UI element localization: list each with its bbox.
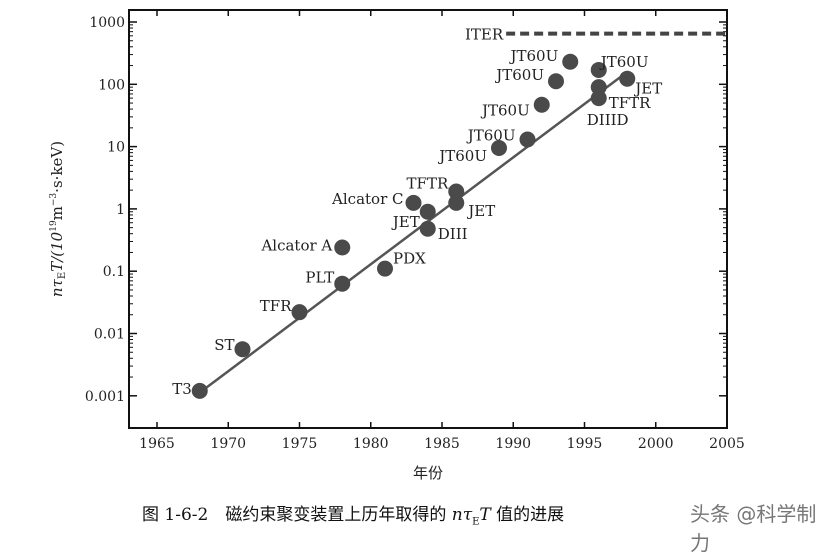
y-tick-label: 10: [107, 140, 125, 156]
point-label: JT60U: [437, 147, 487, 165]
x-tick-label: 1995: [567, 436, 603, 452]
data-point: [533, 96, 550, 113]
point-label: JT60U: [509, 47, 559, 65]
data-point: [419, 203, 436, 220]
data-point: [191, 382, 208, 399]
point-label: Alcator C: [331, 190, 403, 208]
point-label: TFTR: [609, 94, 651, 112]
data-point: [419, 220, 436, 237]
y-axis-label: nτET/(1019m−3·s·keV): [48, 141, 68, 297]
point-label: JT60U: [494, 66, 544, 84]
point-label: DIIID: [587, 111, 629, 129]
point-label: JT60U: [466, 127, 516, 145]
x-tick-label: 1965: [139, 436, 175, 452]
data-point: [234, 341, 251, 358]
data-point: [405, 194, 422, 211]
x-tick-label: 1990: [495, 436, 531, 452]
x-tick-label: 1970: [210, 436, 246, 452]
chart: 1965 1970 1975 1980 1985 1990 1995 2000 2005 0.00…: [48, 9, 745, 482]
iter-label: ITER: [465, 26, 504, 44]
point-label: JET: [633, 80, 662, 98]
data-point: [519, 131, 536, 148]
data-point: [448, 183, 465, 200]
trend-line: [194, 76, 621, 397]
y-tick-label: 1000: [89, 15, 125, 31]
point-label: TFR: [260, 297, 292, 315]
watermark: 头条 @科学制力: [690, 502, 817, 555]
data-point: [590, 61, 607, 78]
data-point: [562, 53, 579, 70]
point-label: JT60U: [599, 53, 649, 71]
x-axis-label: 年份: [413, 464, 443, 482]
x-tick-label: 2005: [709, 436, 745, 452]
y-tick-label: 0.001: [85, 389, 125, 405]
data-point: [334, 275, 351, 292]
y-tick-label: 100: [98, 77, 125, 93]
point-label: DIII: [438, 225, 468, 243]
figure-caption: 图 1-6-2 磁约束聚变装置上历年取得的 nτET 值的进展: [142, 505, 565, 528]
y-tick-label: 0.1: [103, 264, 125, 280]
point-label: JET: [391, 213, 420, 231]
point-label: Alcator A: [260, 237, 332, 255]
point-label: PDX: [393, 250, 426, 268]
x-tick-label: 2000: [638, 436, 674, 452]
data-point: [590, 79, 607, 96]
data-point: [334, 239, 351, 256]
data-point: [548, 73, 564, 90]
x-tick-label: 1975: [282, 436, 318, 452]
data-point: [448, 194, 465, 211]
x-tick-label: 1980: [353, 436, 389, 452]
y-tick-label: 0.01: [94, 327, 125, 343]
data-point: [619, 70, 636, 87]
x-tick-label: 1985: [424, 436, 460, 452]
point-label: T3: [172, 380, 192, 398]
point-label: JET: [466, 202, 495, 220]
data-point: [377, 260, 393, 277]
point-label: ST: [214, 336, 234, 354]
data-point: [291, 304, 308, 321]
data-point: [491, 139, 507, 156]
point-label: PLT: [305, 269, 334, 287]
y-tick-label: 1: [116, 202, 125, 218]
point-label: JT60U: [480, 102, 530, 120]
data-point: [590, 90, 607, 107]
point-label: TFTR: [407, 175, 449, 193]
